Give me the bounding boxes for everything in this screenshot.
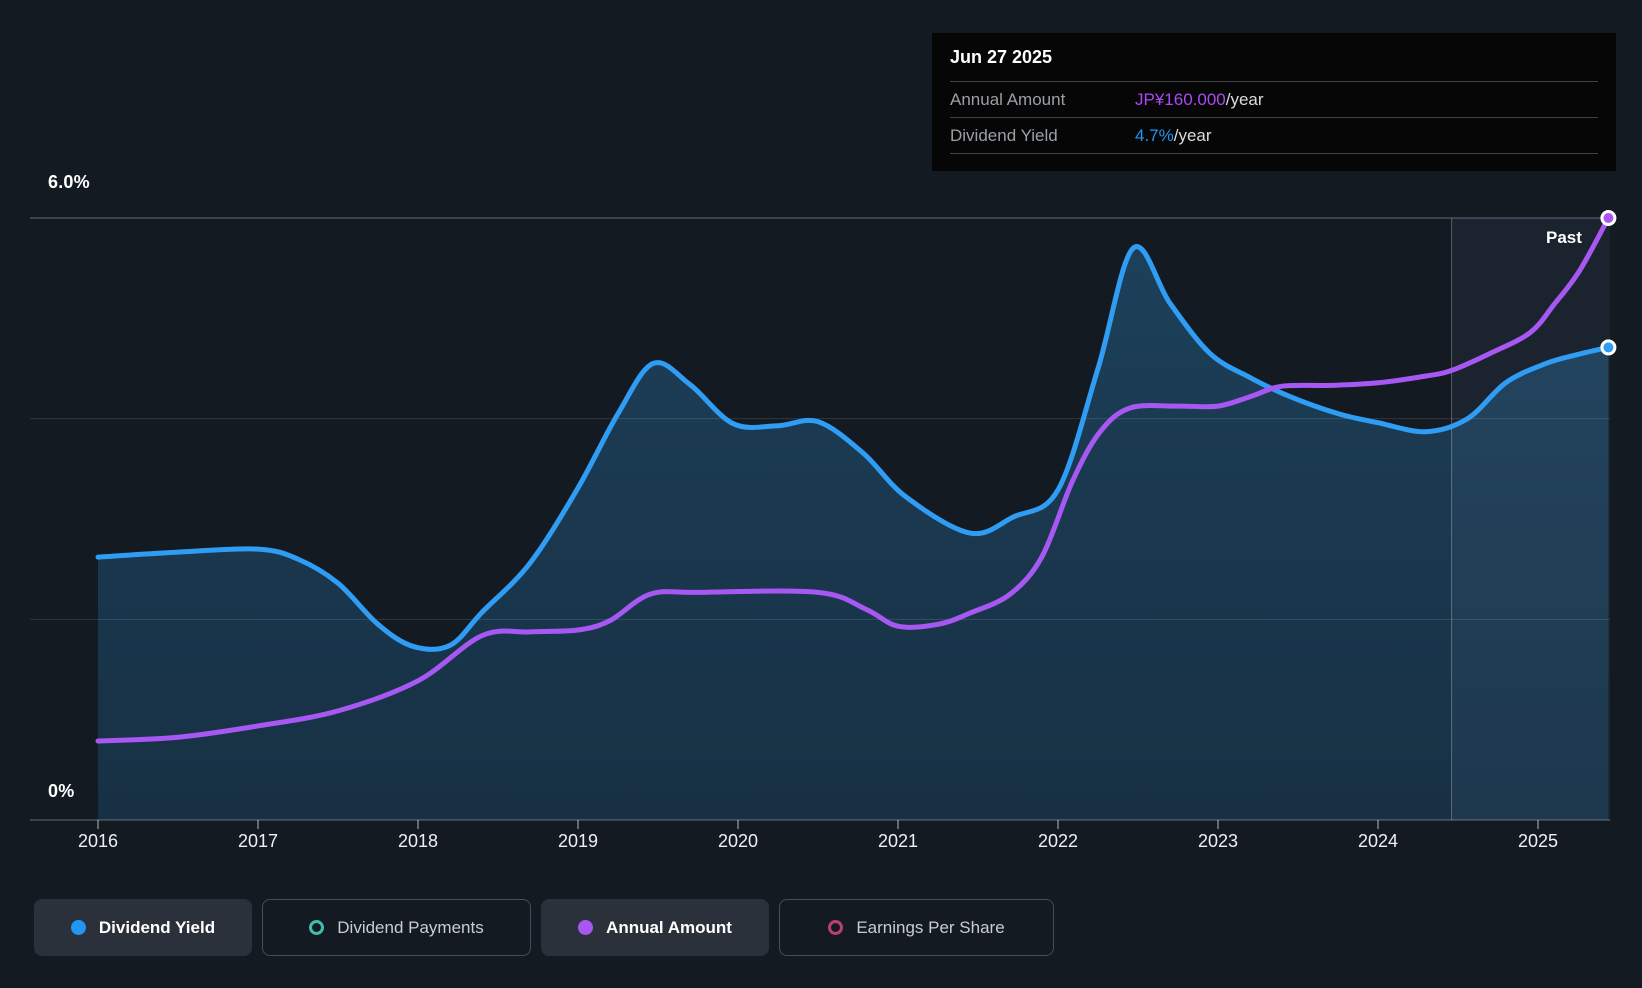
- legend-toggle-annual-amount[interactable]: Annual Amount: [541, 899, 769, 956]
- x-axis-label: 2019: [557, 831, 599, 851]
- tooltip-row-annual-amount: Annual Amount JP¥160.000/year: [950, 81, 1598, 117]
- gridlines: [30, 217, 1610, 821]
- dividend-yield-dot-icon: [70, 920, 86, 935]
- y-axis-label-top: 6.0%: [48, 172, 90, 192]
- x-axis-label: 2021: [877, 831, 919, 851]
- x-axis-label: 2022: [1037, 831, 1079, 851]
- x-axis-ticks: [97, 820, 1539, 829]
- legend-label: Earnings Per Share: [856, 917, 1005, 937]
- x-axis-label: 2018: [397, 831, 439, 851]
- dividend-payments-ring-icon: [309, 920, 325, 935]
- x-axis-label: 2023: [1197, 831, 1239, 851]
- past-region-band: [1451, 218, 1610, 820]
- x-axis-label: 2024: [1357, 831, 1399, 851]
- tooltip-label: Annual Amount: [950, 89, 1066, 109]
- legend-toggle-earnings-per-share[interactable]: Earnings Per Share: [779, 899, 1054, 956]
- yield-area-fill: [98, 246, 1609, 820]
- annual-amount-dot-icon: [578, 920, 594, 935]
- tooltip-label: Dividend Yield: [950, 125, 1058, 145]
- tooltip-value: 4.7%/year: [1135, 125, 1212, 145]
- series-end-markers: [1600, 210, 1617, 356]
- chart-legend: Dividend Yield Dividend Payments Annual …: [34, 899, 1054, 956]
- legend-label: Dividend Yield: [98, 917, 216, 937]
- tooltip-date: Jun 27 2025: [950, 46, 1053, 67]
- tooltip-value: JP¥160.000/year: [1135, 89, 1264, 109]
- tooltip-row-dividend-yield: Dividend Yield 4.7%/year: [950, 117, 1598, 154]
- past-region-label: Past: [1546, 228, 1582, 247]
- x-axis-label: 2025: [1517, 831, 1559, 851]
- series-lines: [95, 215, 1611, 744]
- legend-toggle-dividend-payments[interactable]: Dividend Payments: [262, 899, 531, 956]
- x-axis-label: 2020: [717, 831, 759, 851]
- x-axis-label: 2016: [77, 831, 119, 851]
- legend-label: Dividend Payments: [337, 917, 484, 937]
- legend-label: Annual Amount: [606, 917, 732, 937]
- chart-tooltip: Jun 27 2025 Annual Amount JP¥160.000/yea…: [932, 33, 1616, 171]
- legend-toggle-dividend-yield[interactable]: Dividend Yield: [34, 899, 252, 956]
- x-axis-label: 2017: [237, 831, 279, 851]
- earnings-per-share-ring-icon: [828, 920, 844, 935]
- y-axis-label-bottom: 0%: [48, 781, 75, 801]
